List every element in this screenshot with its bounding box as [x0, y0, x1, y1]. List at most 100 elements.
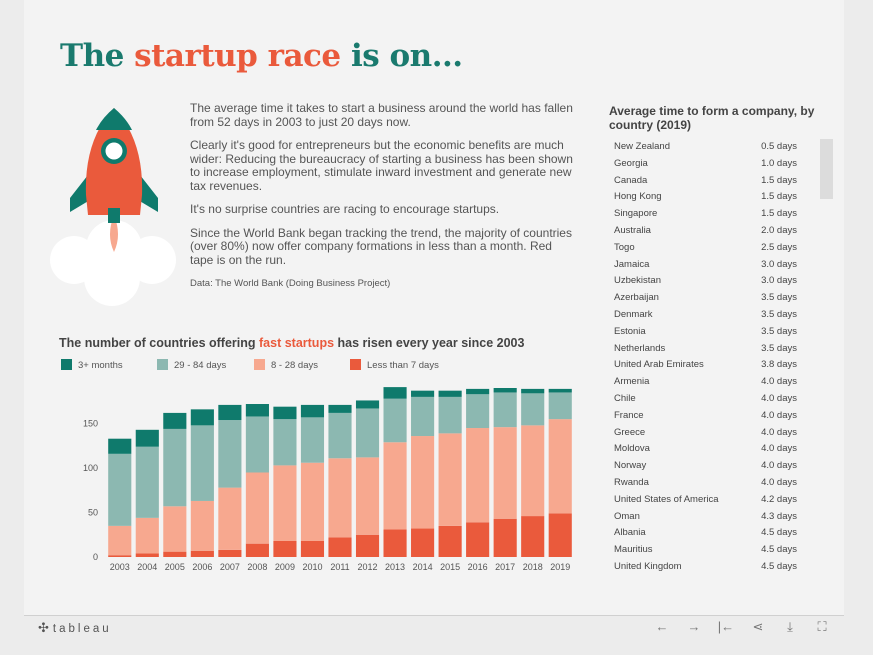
bar-segment[interactable]	[300, 462, 325, 541]
bar-segment[interactable]	[273, 406, 297, 420]
bar-segment[interactable]	[163, 428, 187, 507]
bar-segment[interactable]	[218, 487, 242, 550]
bar-segment[interactable]	[438, 433, 462, 526]
share-icon[interactable]: ⋖	[752, 619, 764, 634]
table-row[interactable]: Azerbaijan 3.5 days	[609, 290, 799, 307]
bar-segment[interactable]	[411, 390, 435, 397]
table-row[interactable]: Norway 4.0 days	[609, 458, 799, 475]
bar-segment[interactable]	[273, 465, 297, 541]
table-row[interactable]: France 4.0 days	[609, 408, 799, 425]
bar-segment[interactable]	[218, 420, 242, 488]
table-row[interactable]: United States of America 4.2 days	[609, 492, 799, 509]
bar-segment[interactable]	[273, 419, 297, 466]
table-row[interactable]: Rwanda 4.0 days	[609, 475, 799, 492]
bar-segment[interactable]	[521, 393, 545, 426]
table-row[interactable]: Estonia 3.5 days	[609, 324, 799, 341]
bar-segment[interactable]	[245, 472, 269, 544]
redo-icon[interactable]: →	[687, 619, 701, 634]
bar-segment[interactable]	[245, 416, 269, 473]
table-row[interactable]: Armenia 4.0 days	[609, 374, 799, 391]
bar-segment[interactable]	[521, 388, 545, 394]
bar-segment[interactable]	[383, 442, 407, 530]
bar-segment[interactable]	[355, 534, 380, 557]
table-row[interactable]: Singapore 1.5 days	[609, 206, 799, 223]
bar-segment[interactable]	[300, 404, 325, 418]
bar-segment[interactable]	[438, 525, 462, 557]
bar-segment[interactable]	[411, 396, 435, 437]
undo-icon[interactable]: ←	[655, 619, 669, 634]
tableau-logo[interactable]: ✣ tableau	[38, 620, 112, 635]
legend-item[interactable]: Less than 7 days	[350, 359, 439, 371]
bar-segment[interactable]	[355, 457, 380, 535]
table-row[interactable]: New Zealand 0.5 days	[609, 139, 799, 156]
bar-segment[interactable]	[108, 438, 132, 454]
table-row[interactable]: Oman 4.3 days	[609, 509, 799, 526]
bar-segment[interactable]	[218, 549, 242, 557]
table-row[interactable]: Mauritius 4.5 days	[609, 542, 799, 559]
bar-segment[interactable]	[245, 543, 269, 557]
revert-icon[interactable]: |←	[717, 619, 735, 634]
bar-segment[interactable]	[328, 458, 352, 538]
bar-segment[interactable]	[163, 506, 187, 552]
bar-segment[interactable]	[383, 387, 407, 399]
bar-segment[interactable]	[135, 517, 159, 554]
bar-segment[interactable]	[466, 428, 490, 523]
bar-segment[interactable]	[163, 412, 187, 429]
bar-segment[interactable]	[493, 518, 517, 557]
bar-segment[interactable]	[300, 417, 325, 463]
bar-segment[interactable]	[493, 392, 517, 428]
bar-segment[interactable]	[355, 400, 380, 409]
bar-segment[interactable]	[190, 500, 214, 551]
download-icon[interactable]: ⤓	[787, 619, 793, 634]
bar-segment[interactable]	[438, 396, 462, 434]
table-row[interactable]: Uzbekistan 3.0 days	[609, 273, 799, 290]
bar-segment[interactable]	[245, 404, 269, 417]
bar-segment[interactable]	[328, 537, 352, 557]
bar-segment[interactable]	[190, 409, 214, 426]
table-row[interactable]: Jamaica 3.0 days	[609, 257, 799, 274]
table-row[interactable]: Albania 4.5 days	[609, 525, 799, 542]
bar-segment[interactable]	[493, 427, 517, 519]
table-row[interactable]: Moldova 4.0 days	[609, 441, 799, 458]
table-row[interactable]: Canada 1.5 days	[609, 173, 799, 190]
legend-item[interactable]: 29 - 84 days	[157, 359, 226, 371]
table-row[interactable]: Denmark 3.5 days	[609, 307, 799, 324]
table-row[interactable]: United Arab Emirates 3.8 days	[609, 357, 799, 374]
table-row[interactable]: Hong Kong 1.5 days	[609, 189, 799, 206]
bar-segment[interactable]	[521, 516, 545, 557]
legend-item[interactable]: 8 - 28 days	[254, 359, 318, 371]
table-row[interactable]: Netherlands 3.5 days	[609, 341, 799, 358]
table-scrollbar[interactable]	[820, 139, 833, 199]
bar-segment[interactable]	[300, 540, 325, 557]
bar-segment[interactable]	[548, 392, 572, 420]
bar-segment[interactable]	[108, 555, 132, 557]
bar-segment[interactable]	[328, 412, 352, 459]
bar-segment[interactable]	[108, 525, 132, 556]
bar-segment[interactable]	[190, 425, 214, 501]
table-row[interactable]: Chile 4.0 days	[609, 391, 799, 408]
table-row[interactable]: Georgia 1.0 days	[609, 156, 799, 173]
bar-segment[interactable]	[493, 388, 517, 393]
bar-segment[interactable]	[411, 436, 435, 529]
bar-segment[interactable]	[135, 446, 159, 518]
bar-segment[interactable]	[548, 388, 572, 393]
bar-segment[interactable]	[383, 529, 407, 557]
bar-segment[interactable]	[521, 425, 545, 517]
legend-item[interactable]: 3+ months	[61, 359, 123, 371]
table-row[interactable]: Australia 2.0 days	[609, 223, 799, 240]
bar-segment[interactable]	[355, 408, 380, 458]
bar-segment[interactable]	[438, 390, 462, 397]
fullscreen-icon[interactable]: ⛶	[817, 619, 827, 634]
bar-segment[interactable]	[548, 419, 572, 514]
bar-segment[interactable]	[135, 429, 159, 447]
bar-segment[interactable]	[548, 513, 572, 557]
bar-segment[interactable]	[466, 388, 490, 395]
bar-segment[interactable]	[163, 551, 187, 557]
bar-segment[interactable]	[383, 398, 407, 443]
bar-segment[interactable]	[218, 404, 242, 421]
stacked-bar-chart[interactable]: 0 50 100 150 2003 2004 2005 2006 2007 2008 2009 201…	[54, 380, 594, 580]
table-row[interactable]: Togo 2.5 days	[609, 240, 799, 257]
bar-segment[interactable]	[108, 453, 132, 526]
bar-segment[interactable]	[328, 404, 352, 413]
bar-segment[interactable]	[273, 540, 297, 557]
